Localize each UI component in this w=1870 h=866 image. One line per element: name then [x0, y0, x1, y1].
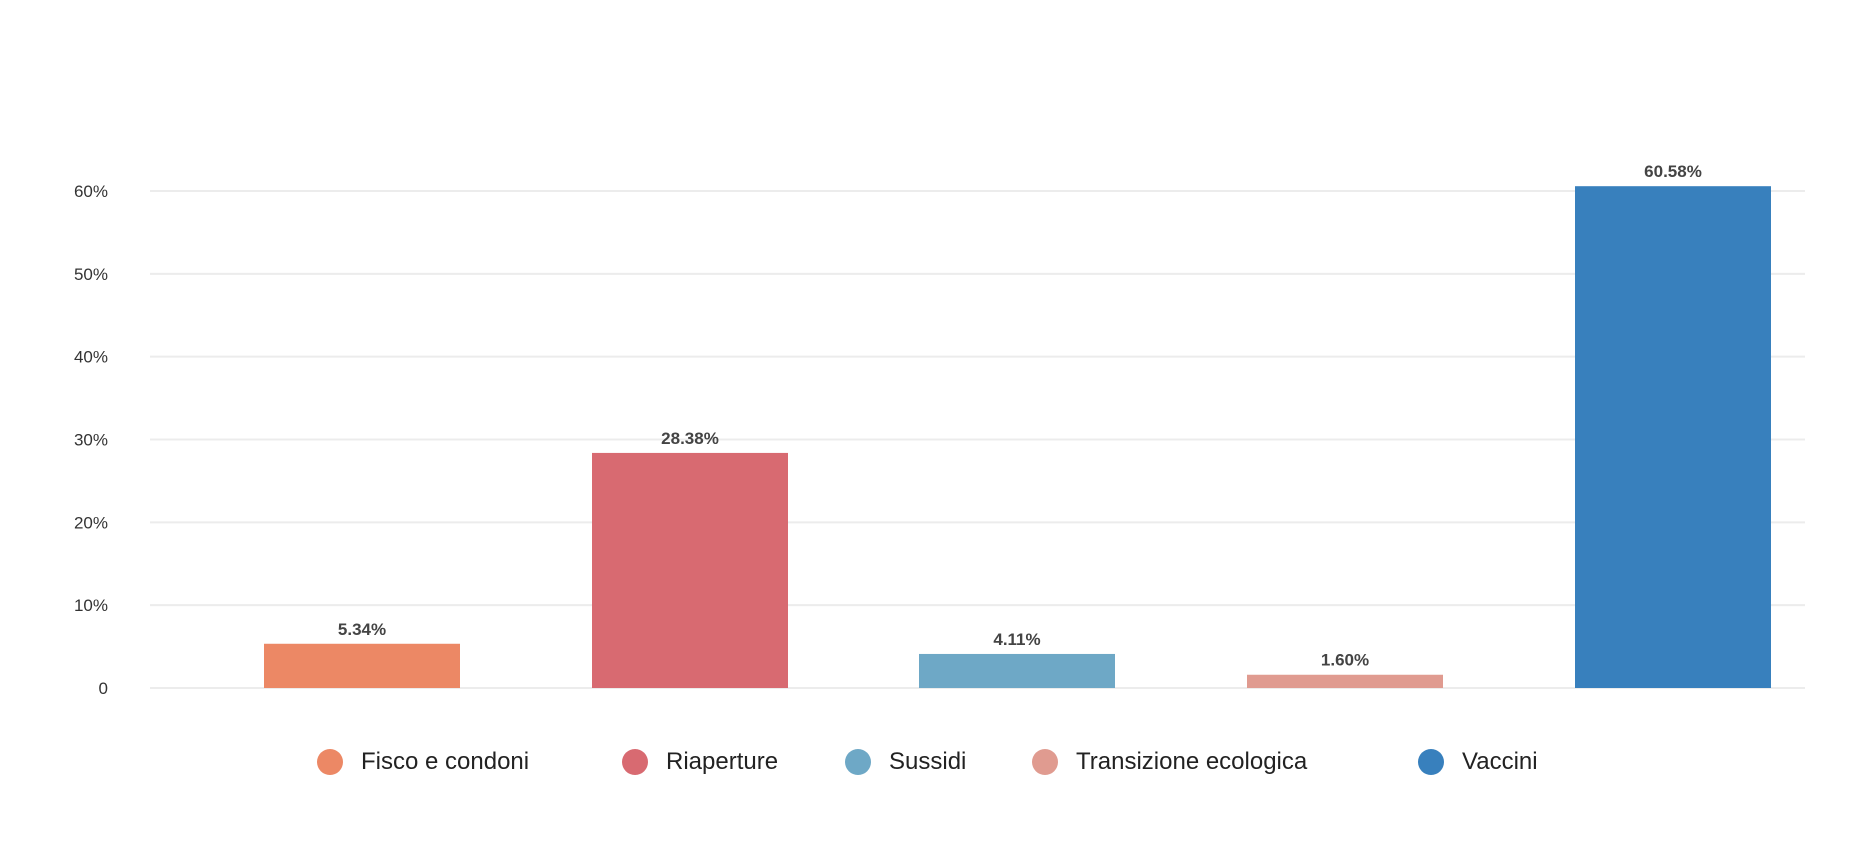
legend-label: Fisco e condoni	[361, 748, 530, 775]
legend-label: Sussidi	[889, 748, 967, 775]
data-label: 4.11%	[993, 630, 1040, 649]
y-tick-label: 50%	[74, 265, 108, 284]
legend-dot-icon	[1418, 749, 1444, 775]
legend-item-transizione-ecologica[interactable]: Transizione ecologica	[1032, 742, 1307, 782]
legend-label: Transizione ecologica	[1076, 748, 1308, 775]
y-tick-label: 0	[99, 679, 108, 698]
data-label: 5.34%	[338, 620, 386, 639]
y-tick-label: 60%	[74, 182, 108, 201]
legend-item-riaperture[interactable]: Riaperture	[622, 742, 778, 782]
data-label: 1.60%	[1321, 651, 1369, 670]
bar-fisco-e-condoni	[264, 643, 460, 688]
y-tick-label: 40%	[74, 348, 108, 367]
bar-transizione-ecologica	[1247, 674, 1443, 688]
legend-dot-icon	[622, 749, 648, 775]
data-labels: 5.34% 28.38% 4.11% 1.60% 60.58%	[338, 162, 1702, 670]
legend-dot-icon	[317, 749, 343, 775]
y-axis-ticks: 0 10% 20% 30% 40% 50% 60%	[74, 182, 108, 698]
legend-item-sussidi[interactable]: Sussidi	[845, 742, 966, 782]
bars	[264, 186, 1771, 688]
grid-lines	[150, 190, 1805, 689]
y-tick-label: 20%	[74, 513, 108, 532]
y-tick-label: 10%	[74, 596, 108, 615]
bar-vaccini	[1575, 186, 1771, 688]
legend-label: Vaccini	[1462, 748, 1538, 775]
legend-label: Riaperture	[666, 748, 779, 775]
legend-item-fisco-e-condoni[interactable]: Fisco e condoni	[317, 742, 529, 782]
legend-dot-icon	[1032, 749, 1058, 775]
y-tick-label: 30%	[74, 431, 108, 450]
bar-riaperture	[592, 452, 788, 688]
bar-sussidi	[919, 653, 1115, 688]
chart-legend: Fisco e condoni Riaperture Sussidi Transizi…	[0, 742, 1870, 782]
legend-dot-icon	[845, 749, 871, 775]
data-label: 60.58%	[1644, 162, 1702, 181]
legend-item-vaccini[interactable]: Vaccini	[1418, 742, 1538, 782]
data-label: 28.38%	[661, 429, 719, 448]
